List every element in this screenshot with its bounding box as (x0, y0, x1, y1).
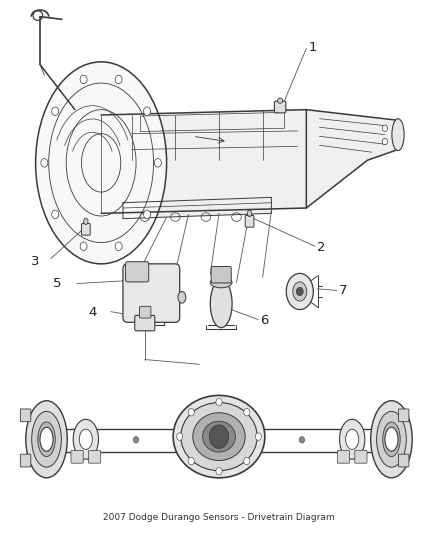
FancyBboxPatch shape (211, 266, 231, 283)
Circle shape (188, 457, 194, 465)
Text: 7: 7 (339, 284, 348, 297)
Circle shape (41, 159, 48, 167)
Polygon shape (101, 110, 306, 213)
Text: 1: 1 (308, 41, 317, 54)
Circle shape (80, 242, 87, 251)
Ellipse shape (79, 429, 92, 449)
Ellipse shape (203, 421, 235, 452)
Polygon shape (123, 197, 272, 219)
Ellipse shape (392, 119, 404, 151)
Circle shape (115, 75, 122, 84)
Circle shape (188, 408, 194, 416)
Text: 3: 3 (31, 255, 40, 268)
Circle shape (216, 467, 222, 475)
FancyBboxPatch shape (337, 450, 350, 463)
FancyBboxPatch shape (71, 450, 83, 463)
Ellipse shape (385, 427, 398, 451)
Ellipse shape (346, 429, 359, 449)
Ellipse shape (193, 413, 245, 461)
Ellipse shape (178, 292, 186, 303)
Ellipse shape (35, 62, 166, 264)
Circle shape (296, 287, 303, 296)
FancyBboxPatch shape (140, 306, 151, 318)
Circle shape (299, 437, 304, 443)
FancyBboxPatch shape (20, 409, 31, 422)
Ellipse shape (247, 210, 252, 216)
FancyBboxPatch shape (135, 316, 155, 331)
Ellipse shape (293, 282, 307, 301)
Circle shape (382, 139, 388, 145)
Circle shape (382, 125, 388, 132)
Ellipse shape (173, 395, 265, 478)
Ellipse shape (210, 280, 232, 328)
Circle shape (216, 398, 222, 406)
Ellipse shape (383, 422, 400, 457)
Circle shape (134, 437, 139, 443)
Circle shape (154, 159, 161, 167)
Text: 6: 6 (261, 314, 269, 327)
FancyBboxPatch shape (275, 101, 286, 113)
Ellipse shape (84, 218, 88, 224)
Text: 4: 4 (88, 306, 96, 319)
Ellipse shape (210, 277, 232, 288)
Circle shape (144, 210, 151, 219)
Circle shape (244, 457, 250, 465)
FancyBboxPatch shape (88, 450, 101, 463)
Ellipse shape (40, 427, 53, 451)
FancyBboxPatch shape (126, 262, 149, 282)
Circle shape (255, 433, 261, 440)
FancyBboxPatch shape (81, 223, 90, 235)
FancyBboxPatch shape (20, 454, 31, 467)
Polygon shape (306, 110, 398, 208)
Circle shape (144, 107, 151, 116)
Circle shape (52, 210, 59, 219)
FancyBboxPatch shape (355, 450, 367, 463)
Text: 2: 2 (317, 241, 326, 254)
Circle shape (52, 107, 59, 116)
FancyBboxPatch shape (123, 264, 180, 322)
Text: 2007 Dodge Durango Sensors - Drivetrain Diagram: 2007 Dodge Durango Sensors - Drivetrain … (103, 513, 335, 522)
FancyBboxPatch shape (245, 215, 254, 227)
Ellipse shape (339, 419, 365, 459)
Ellipse shape (73, 419, 99, 459)
Circle shape (244, 408, 250, 416)
Ellipse shape (377, 411, 406, 467)
Circle shape (209, 425, 229, 448)
Circle shape (80, 75, 87, 84)
FancyBboxPatch shape (399, 409, 409, 422)
Ellipse shape (32, 411, 61, 467)
Ellipse shape (181, 402, 257, 471)
Circle shape (115, 242, 122, 251)
Circle shape (177, 433, 183, 440)
FancyBboxPatch shape (399, 454, 409, 467)
Ellipse shape (371, 401, 412, 478)
Ellipse shape (38, 422, 55, 457)
Text: 5: 5 (53, 277, 62, 290)
Ellipse shape (286, 273, 313, 310)
Ellipse shape (278, 98, 283, 103)
Ellipse shape (26, 401, 67, 478)
